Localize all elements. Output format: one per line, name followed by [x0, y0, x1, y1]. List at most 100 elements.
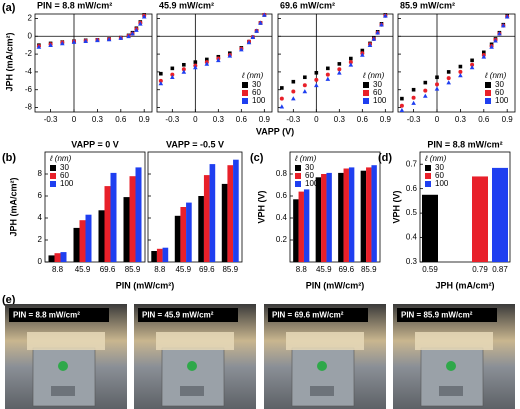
x-tick-label: 69.6 — [199, 265, 215, 274]
data-point — [314, 77, 319, 82]
bar — [180, 207, 187, 262]
y-tick-label: 0.6 — [406, 184, 418, 193]
data-point — [337, 62, 342, 66]
photo-stage — [420, 347, 484, 407]
data-point — [481, 54, 487, 59]
y-tick-label: 0.5 — [406, 208, 418, 217]
panel-label: (b) — [2, 152, 16, 164]
data-point — [435, 75, 439, 80]
data-point — [325, 72, 330, 77]
y-tick-label: 0.7 — [406, 159, 418, 168]
data-point — [118, 35, 124, 40]
bar — [98, 210, 105, 262]
data-point — [337, 67, 342, 72]
x-tick-label: 0.87 — [492, 265, 508, 274]
data-point — [337, 70, 342, 75]
plot-frame — [156, 13, 273, 113]
legend-swatch — [50, 173, 56, 179]
bar — [73, 227, 80, 262]
data-point — [367, 42, 373, 47]
chart-title: 85.9 mW/cm² — [400, 0, 455, 10]
data-point — [279, 104, 285, 109]
photo-stage — [32, 347, 96, 407]
data-point — [493, 38, 498, 43]
data-point — [379, 22, 384, 27]
bar — [221, 183, 228, 262]
bar — [60, 252, 67, 262]
x-tick-label: 0.6 — [478, 115, 490, 124]
data-point — [411, 100, 416, 105]
bar — [209, 164, 216, 262]
legend-label: 60 — [495, 88, 504, 97]
data-point — [170, 72, 175, 77]
legend-swatch — [295, 173, 301, 179]
x-tick-label: 0.9 — [139, 115, 151, 124]
x-tick-label: -0.3 — [407, 115, 421, 124]
legend-label: 30 — [252, 80, 261, 89]
data-point — [470, 62, 475, 67]
y-tick-label: 0.2 — [276, 235, 288, 244]
bar — [326, 172, 332, 262]
plot-frame — [277, 13, 394, 113]
photo-indicator — [187, 361, 197, 371]
data-point — [434, 86, 440, 91]
y-tick-label: -4 — [25, 67, 33, 76]
photo-label: PIN = 45.9 mW/cm² — [142, 311, 214, 320]
bar — [298, 191, 304, 262]
data-point — [504, 14, 510, 19]
photo-stage — [161, 347, 225, 407]
legend-label: 30 — [60, 163, 69, 172]
y-tick-label: 0.6 — [276, 191, 288, 200]
bar — [293, 199, 299, 262]
legend-label: 100 — [252, 96, 266, 105]
data-point — [303, 75, 307, 80]
x-tick-label: 45.9 — [175, 265, 191, 274]
y-tick-label: 0.8 — [276, 169, 288, 178]
legend-swatch — [425, 165, 431, 171]
legend-label: 60 — [435, 171, 444, 180]
data-point — [205, 57, 209, 62]
photo: PIN = 45.9 mW/cm² — [134, 304, 256, 409]
legend-label: 30 — [435, 163, 444, 172]
plot-frame — [419, 151, 511, 263]
bar — [203, 175, 210, 262]
data-point — [60, 41, 65, 46]
y-tick-label: -8 — [25, 103, 33, 112]
data-point — [423, 88, 428, 93]
panel-label: (a) — [2, 2, 16, 14]
photo-panel — [27, 332, 105, 350]
data-point — [181, 67, 186, 72]
bar — [54, 253, 61, 262]
photo-panel — [415, 332, 493, 350]
chart-title: PIN = 8.8 mW/cm² — [427, 139, 502, 149]
x-tick-label: 0.6 — [115, 115, 127, 124]
legend-label: 60 — [60, 171, 69, 180]
data-point — [489, 44, 494, 49]
x-tick-label: 0 — [193, 115, 198, 124]
legend-label: 100 — [60, 179, 74, 188]
photo-label: PIN = 8.8 mW/cm² — [13, 311, 80, 320]
legend-title: ℓ (nm) — [424, 154, 447, 163]
legend-swatch — [295, 165, 301, 171]
y-tick-label: 2 — [28, 14, 33, 23]
data-point — [411, 87, 416, 92]
y-tick-label: 0.4 — [406, 233, 418, 242]
data-point — [258, 20, 263, 25]
data-point — [227, 53, 233, 58]
data-point — [446, 80, 451, 85]
legend-label: 30 — [373, 80, 382, 89]
chart-title: VAPP = 0 V — [71, 139, 118, 149]
bar — [492, 167, 508, 262]
x-axis-label: PIN (mW/cm²) — [116, 280, 175, 290]
y-axis-label: JPH (mA/cm²) — [8, 177, 18, 236]
data-point — [279, 96, 284, 101]
x-axis-label: VAPP (V) — [256, 126, 294, 136]
legend-swatch — [50, 181, 56, 187]
bar — [156, 248, 163, 262]
photo-connector — [180, 386, 204, 396]
legend-swatch — [242, 90, 248, 96]
data-point — [158, 81, 164, 86]
data-point — [399, 107, 405, 113]
y-tick-label: 0 — [38, 257, 43, 266]
legend-swatch — [425, 173, 431, 179]
